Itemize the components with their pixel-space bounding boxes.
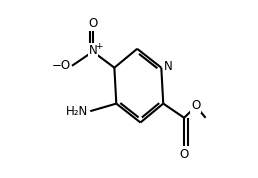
Text: O: O [191,99,200,112]
Text: O: O [180,148,189,161]
Text: +: + [95,42,103,51]
Text: O: O [88,17,98,30]
Text: −O: −O [52,59,71,72]
Text: N: N [164,60,173,73]
Text: N: N [88,44,97,57]
Text: H₂N: H₂N [66,105,88,118]
